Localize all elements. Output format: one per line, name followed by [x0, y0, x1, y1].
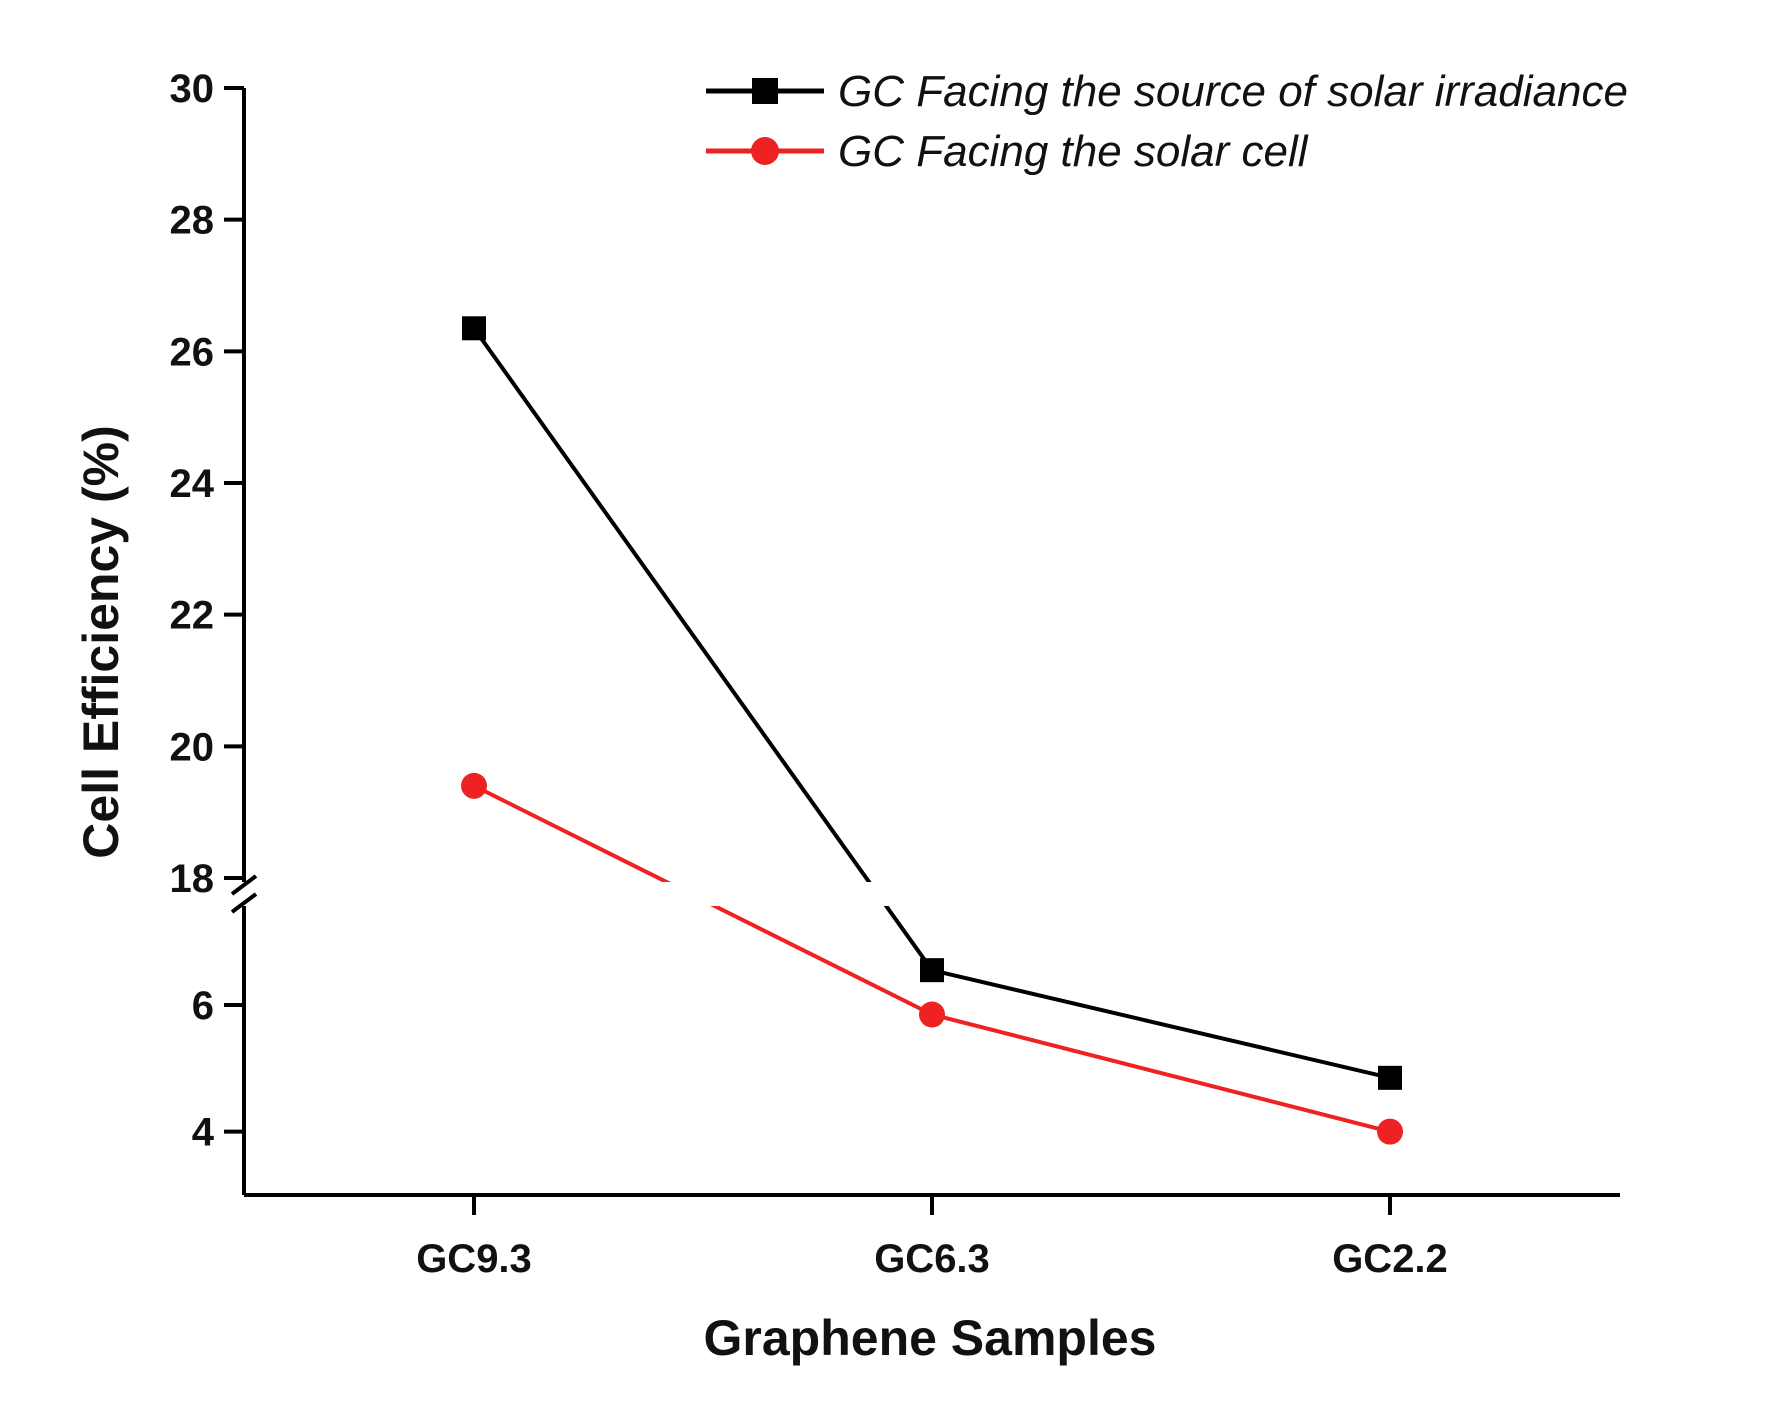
legend-label-irradiance: GC Facing the source of solar irradiance — [838, 67, 1628, 116]
legend-marker-square — [752, 78, 778, 104]
series-group — [461, 316, 1403, 1145]
x-axis-title: Graphene Samples — [704, 1310, 1157, 1366]
y-tick-label: 18 — [170, 857, 215, 901]
y-axis-title: Cell Efficiency (%) — [73, 425, 129, 858]
y-tick-label: 30 — [170, 67, 215, 111]
y-tick-label: 26 — [170, 330, 215, 374]
legend-label-solar-cell: GC Facing the solar cell — [838, 127, 1309, 176]
legend-item-solar-cell: GC Facing the solar cell — [706, 127, 1309, 176]
x-tick-label: GC6.3 — [874, 1237, 990, 1281]
y-tick-label: 6 — [192, 984, 214, 1028]
legend: GC Facing the source of solar irradiance… — [706, 67, 1628, 176]
data-point-circle-1-0 — [461, 772, 487, 799]
y-tick-label: 22 — [170, 594, 215, 638]
y-axis-break-mark-lower — [230, 892, 258, 914]
legend-marker-circle — [751, 137, 779, 165]
data-point-square-0-1 — [920, 958, 944, 983]
y-tick-label: 4 — [192, 1111, 215, 1155]
y-tick-label: 28 — [170, 199, 215, 243]
y-axis-break-mark-upper — [230, 874, 258, 896]
y-tick-label: 20 — [170, 725, 215, 769]
y-tick-label: 24 — [170, 462, 215, 506]
axes: 4 6 18 20 22 24 26 28 30 GC9.3 GC6.3 GC2.2 — [170, 67, 1620, 1281]
x-tick-label: GC2.2 — [1332, 1237, 1448, 1281]
data-point-circle-1-1 — [919, 1001, 945, 1028]
data-point-square-0-2 — [1378, 1065, 1402, 1090]
data-point-square-0-0 — [462, 316, 486, 341]
legend-item-irradiance: GC Facing the source of solar irradiance — [706, 67, 1628, 116]
data-point-circle-1-2 — [1377, 1118, 1403, 1145]
x-tick-label: GC9.3 — [416, 1237, 532, 1281]
axis-break-gap — [600, 882, 1080, 906]
